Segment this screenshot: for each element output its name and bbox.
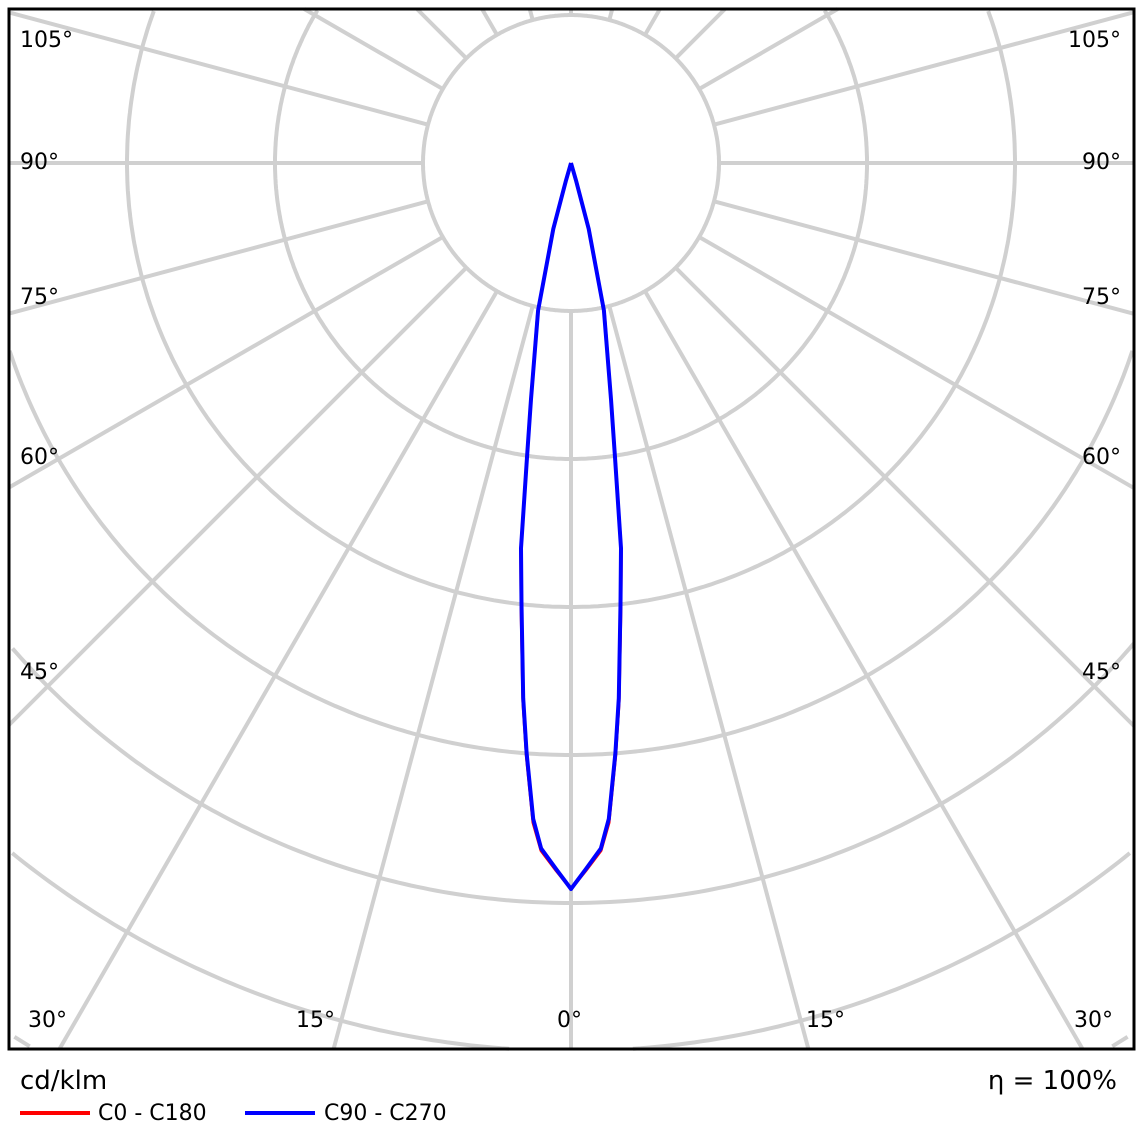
grid-ring	[1111, 1035, 1129, 1049]
plot-frame	[7, 7, 1136, 1051]
grid-ring	[571, 9, 869, 461]
angle-label-left-105: 105°	[20, 28, 73, 53]
grid-spoke	[8, 10, 429, 127]
angle-label-left-60: 60°	[20, 445, 59, 470]
angle-label-left-30: 30°	[28, 1008, 67, 1033]
grid-spoke	[527, 8, 535, 21]
efficiency-label: η = 100%	[987, 1066, 1117, 1096]
curves	[519, 162, 623, 891]
grid-spoke	[698, 7, 839, 91]
angle-label-right-75: 75°	[1082, 285, 1121, 310]
angle-label-right-105: 105°	[1068, 28, 1121, 53]
grid-ring	[571, 350, 1135, 757]
grid-spoke	[674, 266, 1136, 728]
grid-spoke	[643, 8, 662, 36]
angle-label-bottom-0: 0°	[557, 1008, 582, 1033]
grid-spoke	[7, 266, 468, 727]
grid-ring	[125, 10, 571, 609]
angle-label-left-75: 75°	[20, 285, 59, 310]
grid-spoke	[303, 7, 444, 91]
grid-ring	[10, 851, 510, 1051]
angle-label-right-90: 90°	[1082, 150, 1121, 175]
grid-ring	[7, 350, 571, 757]
grid-spoke	[480, 8, 499, 36]
angle-label-right-60: 60°	[1082, 445, 1121, 470]
grid-ring	[571, 10, 1017, 609]
legend-label-c0: C0 - C180	[98, 1101, 207, 1126]
grid-spoke	[7, 235, 444, 490]
grid-spoke	[57, 290, 499, 1050]
grid-ring	[13, 1035, 31, 1049]
polar-grid	[7, 7, 1136, 1051]
grid-spoke	[674, 7, 727, 60]
grid-ring	[571, 642, 1136, 905]
angle-label-right-30: 30°	[1074, 1008, 1113, 1033]
unit-label: cd/klm	[20, 1066, 108, 1096]
angle-label-bottom-15-left: 15°	[296, 1008, 335, 1033]
grid-spoke	[331, 305, 535, 1050]
angle-label-bottom-15-right: 15°	[806, 1008, 845, 1033]
grid-spoke	[607, 8, 615, 21]
angle-label-left-90: 90°	[20, 150, 59, 175]
legend-label-c90: C90 - C270	[324, 1101, 447, 1126]
grid-spoke	[607, 305, 811, 1050]
grid-ring	[11, 647, 571, 905]
grid-spoke	[698, 235, 1135, 490]
curve-c90-c270	[519, 162, 623, 891]
angle-label-right-45: 45°	[1082, 660, 1121, 685]
grid-spoke	[713, 199, 1135, 316]
angle-label-left-45: 45°	[20, 660, 59, 685]
grid-ring	[632, 851, 1132, 1051]
grid-spoke	[8, 199, 429, 316]
grid-spoke	[643, 290, 1085, 1051]
grid-spoke	[415, 7, 468, 60]
grid-ring	[273, 9, 571, 461]
grid-spoke	[713, 10, 1135, 127]
